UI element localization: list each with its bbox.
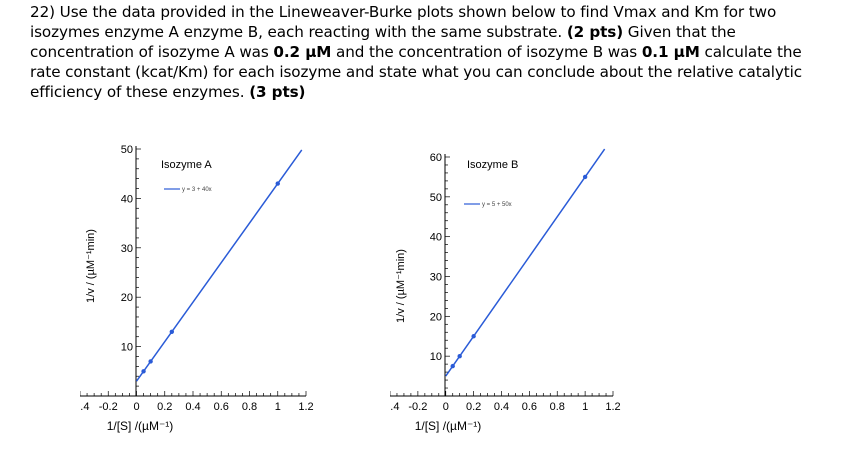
data-point — [148, 359, 153, 364]
question-part-2: Given that the concentration of isozyme … — [30, 23, 736, 61]
x-tick-label: 0 — [443, 401, 449, 413]
x-tick-label: 0.6 — [522, 401, 537, 413]
x-tick-label: 0.4 — [185, 401, 200, 413]
y-tick-label: 40 — [430, 232, 442, 244]
x-axis-label: 1/[S] /(µM⁻¹) — [107, 419, 174, 433]
x-tick-label: 0.2 — [157, 401, 172, 413]
series-line — [445, 148, 606, 377]
y-axis-label: 1/v / (µM⁻¹min) — [85, 229, 97, 303]
y-axis-label: 1/v / (µM⁻¹min) — [395, 249, 407, 323]
y-tick-label: 50 — [430, 192, 442, 204]
x-tick-label: 0 — [133, 401, 139, 413]
x-axis-label: 1/[S] /(µM⁻¹) — [415, 419, 482, 433]
x-tick-label: -0.4 — [80, 401, 89, 413]
x-tick-label: 1.2 — [605, 401, 620, 413]
series-line — [135, 149, 303, 382]
y-tick-label: 30 — [121, 243, 133, 255]
x-tick-label: -0.4 — [390, 401, 399, 413]
y-tick-label: 30 — [430, 272, 442, 284]
y-tick-label: 50 — [121, 144, 133, 156]
data-point — [169, 329, 175, 334]
y-tick-label: 20 — [121, 292, 133, 304]
x-tick-label: 1 — [275, 401, 281, 413]
chart-title: Isozyme A — [161, 159, 212, 171]
data-point — [275, 181, 280, 186]
x-tick-label: 1 — [582, 401, 588, 413]
data-point — [457, 353, 462, 359]
question-part-1: 22) Use the data provided in the Linewea… — [30, 3, 777, 41]
x-tick-label: 0.8 — [550, 401, 565, 413]
points-label-1: (2 pts) — [566, 23, 624, 41]
chart-isozyme-a: -0.4 -0.2 0 0.2 0.4 0.6 0.8 1 1.2 10 20 30 40 50 Isozy… — [80, 144, 314, 433]
y-tick-label: 10 — [121, 342, 133, 354]
x-tick-label: 0.6 — [214, 401, 229, 413]
x-tick-label: -0.2 — [99, 401, 118, 413]
data-point — [450, 363, 455, 369]
legend-label: y = 3 + 40x — [182, 187, 212, 193]
y-tick-label: 40 — [121, 193, 133, 205]
x-tick-label: -0.2 — [408, 401, 427, 413]
points-label-2: (3 pts) — [249, 83, 306, 101]
question-text: 22) Use the data provided in the Linewea… — [30, 2, 820, 102]
y-tick-label: 10 — [430, 351, 442, 363]
chart-title: Isozyme B — [467, 159, 518, 171]
data-point — [471, 334, 476, 339]
x-tick-label: 0.8 — [242, 401, 257, 413]
legend-label: y = 5 + 50x — [482, 202, 512, 208]
x-tick-label: 0.4 — [494, 401, 509, 413]
concentration-b: 0.1 µM — [641, 43, 700, 61]
chart-isozyme-b: -0.4 -0.2 0 0.2 0.4 0.6 0.8 1 1.2 10 20 30 40 50 60 Iso… — [390, 148, 621, 433]
question-part-3: and the concentration of isozyme B was — [331, 43, 642, 61]
x-tick-label: 0.2 — [466, 401, 481, 413]
y-tick-label: 20 — [430, 311, 442, 323]
question-part-4: calculate the rate constant (kcat/Km) fo… — [30, 43, 803, 101]
y-tick-label: 60 — [430, 152, 442, 164]
x-tick-label: 1.2 — [298, 401, 313, 413]
concentration-a: 0.2 µM — [273, 43, 332, 61]
data-point — [582, 174, 588, 180]
data-point — [141, 369, 146, 374]
